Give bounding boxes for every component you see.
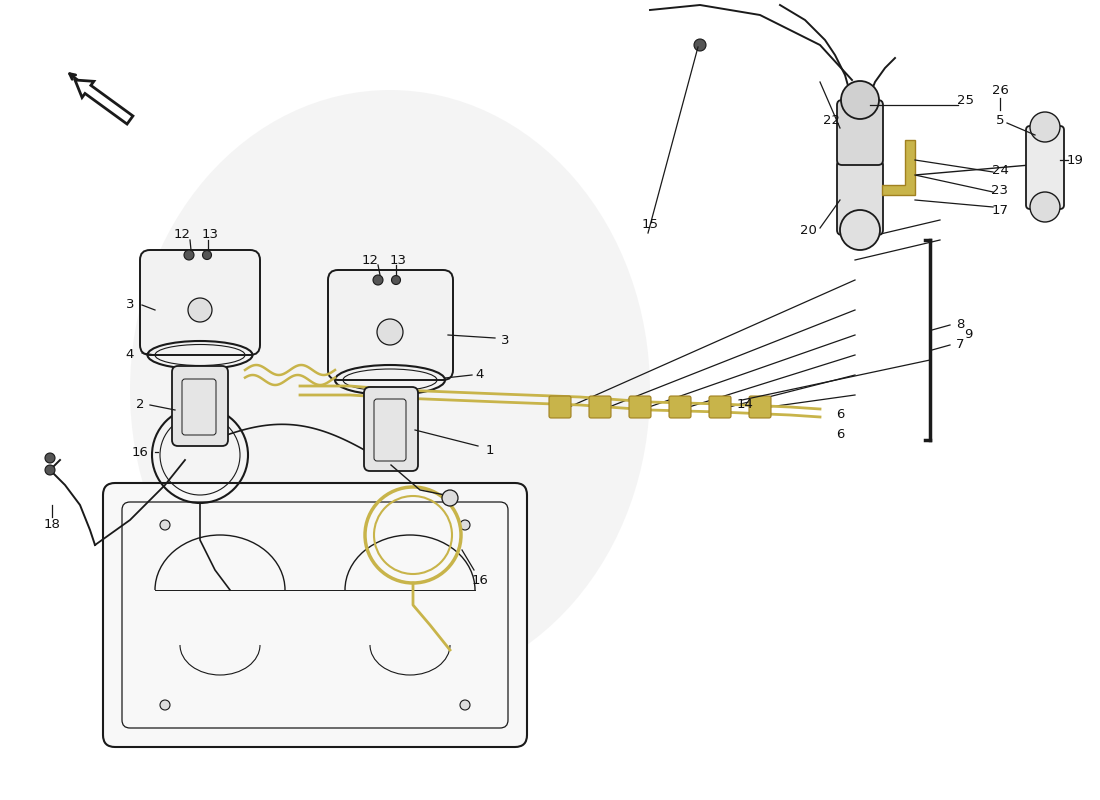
FancyBboxPatch shape [549,396,571,418]
FancyBboxPatch shape [837,160,883,235]
Circle shape [842,81,879,119]
Text: 7: 7 [956,338,965,351]
Text: 13: 13 [389,254,407,266]
Text: 18: 18 [44,518,60,531]
FancyBboxPatch shape [629,396,651,418]
Circle shape [392,275,400,285]
Text: 13: 13 [201,229,219,242]
Text: 4: 4 [125,349,134,362]
Circle shape [160,520,170,530]
Text: 17: 17 [991,203,1009,217]
Text: 15: 15 [641,218,659,231]
Circle shape [1030,112,1060,142]
FancyBboxPatch shape [140,250,260,355]
Circle shape [160,700,170,710]
Circle shape [202,250,211,259]
Polygon shape [75,80,133,124]
Text: 6: 6 [836,409,844,422]
Circle shape [442,490,458,506]
Text: 24: 24 [991,163,1009,177]
Text: 12: 12 [362,254,378,266]
Polygon shape [882,140,915,195]
Text: 22: 22 [824,114,840,126]
Text: 1: 1 [486,443,494,457]
Text: 2: 2 [135,398,144,411]
FancyBboxPatch shape [710,396,732,418]
Text: 16: 16 [132,446,148,458]
Circle shape [460,700,470,710]
Text: 12: 12 [174,229,190,242]
Text: a Alfaé
licensing 1926: a Alfaé licensing 1926 [230,554,410,677]
Text: 3: 3 [125,298,134,311]
Circle shape [373,275,383,285]
Circle shape [460,520,470,530]
FancyBboxPatch shape [669,396,691,418]
Text: 3: 3 [500,334,509,346]
Ellipse shape [130,90,650,690]
Circle shape [45,465,55,475]
FancyBboxPatch shape [364,387,418,471]
Text: 26: 26 [991,83,1009,97]
Text: 8: 8 [956,318,965,331]
FancyBboxPatch shape [328,270,453,380]
FancyBboxPatch shape [837,100,883,165]
Text: 9: 9 [964,329,972,342]
Ellipse shape [200,140,580,600]
Text: 16: 16 [472,574,488,586]
FancyBboxPatch shape [588,396,610,418]
Text: 25: 25 [957,94,974,106]
FancyBboxPatch shape [172,366,228,446]
Text: 19: 19 [1067,154,1084,166]
Text: 14: 14 [737,398,754,411]
Text: 20: 20 [800,223,816,237]
FancyBboxPatch shape [749,396,771,418]
Circle shape [1030,192,1060,222]
Circle shape [377,319,403,345]
Circle shape [45,453,55,463]
FancyBboxPatch shape [1026,126,1064,209]
Circle shape [840,210,880,250]
Text: 5: 5 [996,114,1004,126]
FancyBboxPatch shape [103,483,527,747]
Text: 4: 4 [476,369,484,382]
Circle shape [184,250,194,260]
Text: 6: 6 [836,429,844,442]
Circle shape [188,298,212,322]
Text: 23: 23 [991,183,1009,197]
Circle shape [694,39,706,51]
